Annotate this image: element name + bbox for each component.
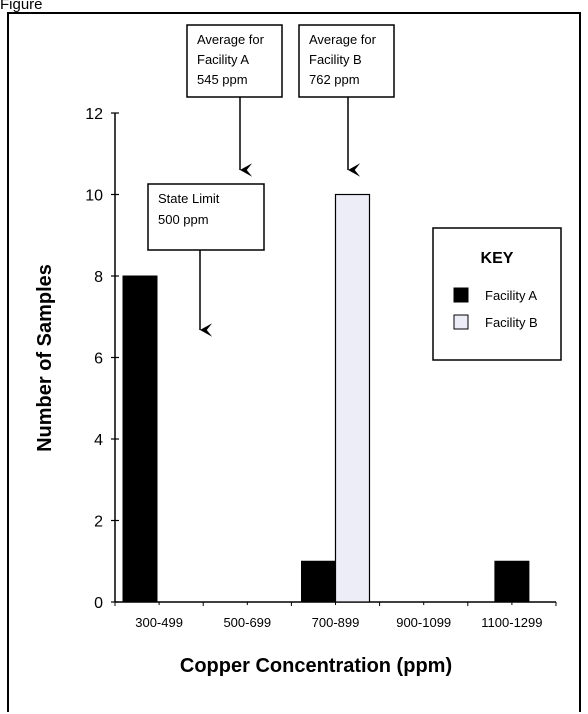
annotation-text: Facility A — [197, 52, 249, 67]
bar-facility-b-700-899 — [334, 193, 371, 603]
bar-facility-a-1100-1299 — [494, 560, 530, 603]
y-axis-title: Number of Samples — [34, 264, 56, 452]
axes: 0 2 4 6 8 10 12 300-499 500-699 700-899 900-1099 11… — [34, 106, 557, 677]
x-axis-title: Copper Concentration (ppm) — [180, 655, 452, 677]
annotation-box — [186, 24, 283, 98]
figure-label: Figure — [0, 0, 43, 13]
annotation-text: Facility B — [309, 52, 362, 67]
y-tick-label: 0 — [94, 595, 103, 612]
y-tick-label: 8 — [94, 269, 103, 286]
bar-facility-a-700-899 — [301, 560, 336, 603]
y-tick-label: 4 — [94, 432, 103, 449]
chart-frame — [7, 12, 581, 712]
legend: KEY Facility A Facility B — [432, 227, 562, 361]
y-tick-label: 12 — [85, 106, 103, 123]
legend-swatch — [453, 314, 469, 330]
legend-swatch — [453, 287, 469, 303]
annotation-text: 500 ppm — [158, 212, 209, 227]
annotation-text: State Limit — [158, 191, 220, 206]
y-tick-label: 6 — [94, 351, 103, 368]
annotation-text: Average for — [309, 32, 377, 47]
annotation-box — [298, 24, 395, 98]
legend-title: KEY — [481, 250, 514, 267]
y-tick-label: 10 — [85, 188, 103, 205]
bars — [122, 193, 530, 603]
x-tick-label: 500-699 — [223, 615, 271, 630]
annotation-avg-b: Average for Facility B 762 ppm — [298, 24, 395, 177]
bar-facility-a-300-499 — [122, 275, 158, 603]
legend-label: Facility B — [485, 315, 538, 330]
annotation-text: 762 ppm — [309, 72, 360, 87]
legend-label: Facility A — [485, 288, 537, 303]
annotation-state-limit: State Limit 500 ppm — [147, 183, 265, 337]
annotation-avg-a: Average for Facility A 545 ppm — [186, 24, 283, 177]
annotations: Average for Facility A 545 ppm Average for F… — [147, 24, 395, 337]
x-tick-label: 900-1099 — [396, 615, 451, 630]
x-tick-label: 300-499 — [135, 615, 183, 630]
annotation-text: 545 ppm — [197, 72, 248, 87]
annotation-text: Average for — [197, 32, 265, 47]
x-tick-label: 1100-1299 — [481, 615, 542, 630]
y-tick-label: 2 — [94, 514, 103, 531]
annotation-box — [147, 183, 265, 251]
x-tick-label: 700-899 — [312, 615, 360, 630]
